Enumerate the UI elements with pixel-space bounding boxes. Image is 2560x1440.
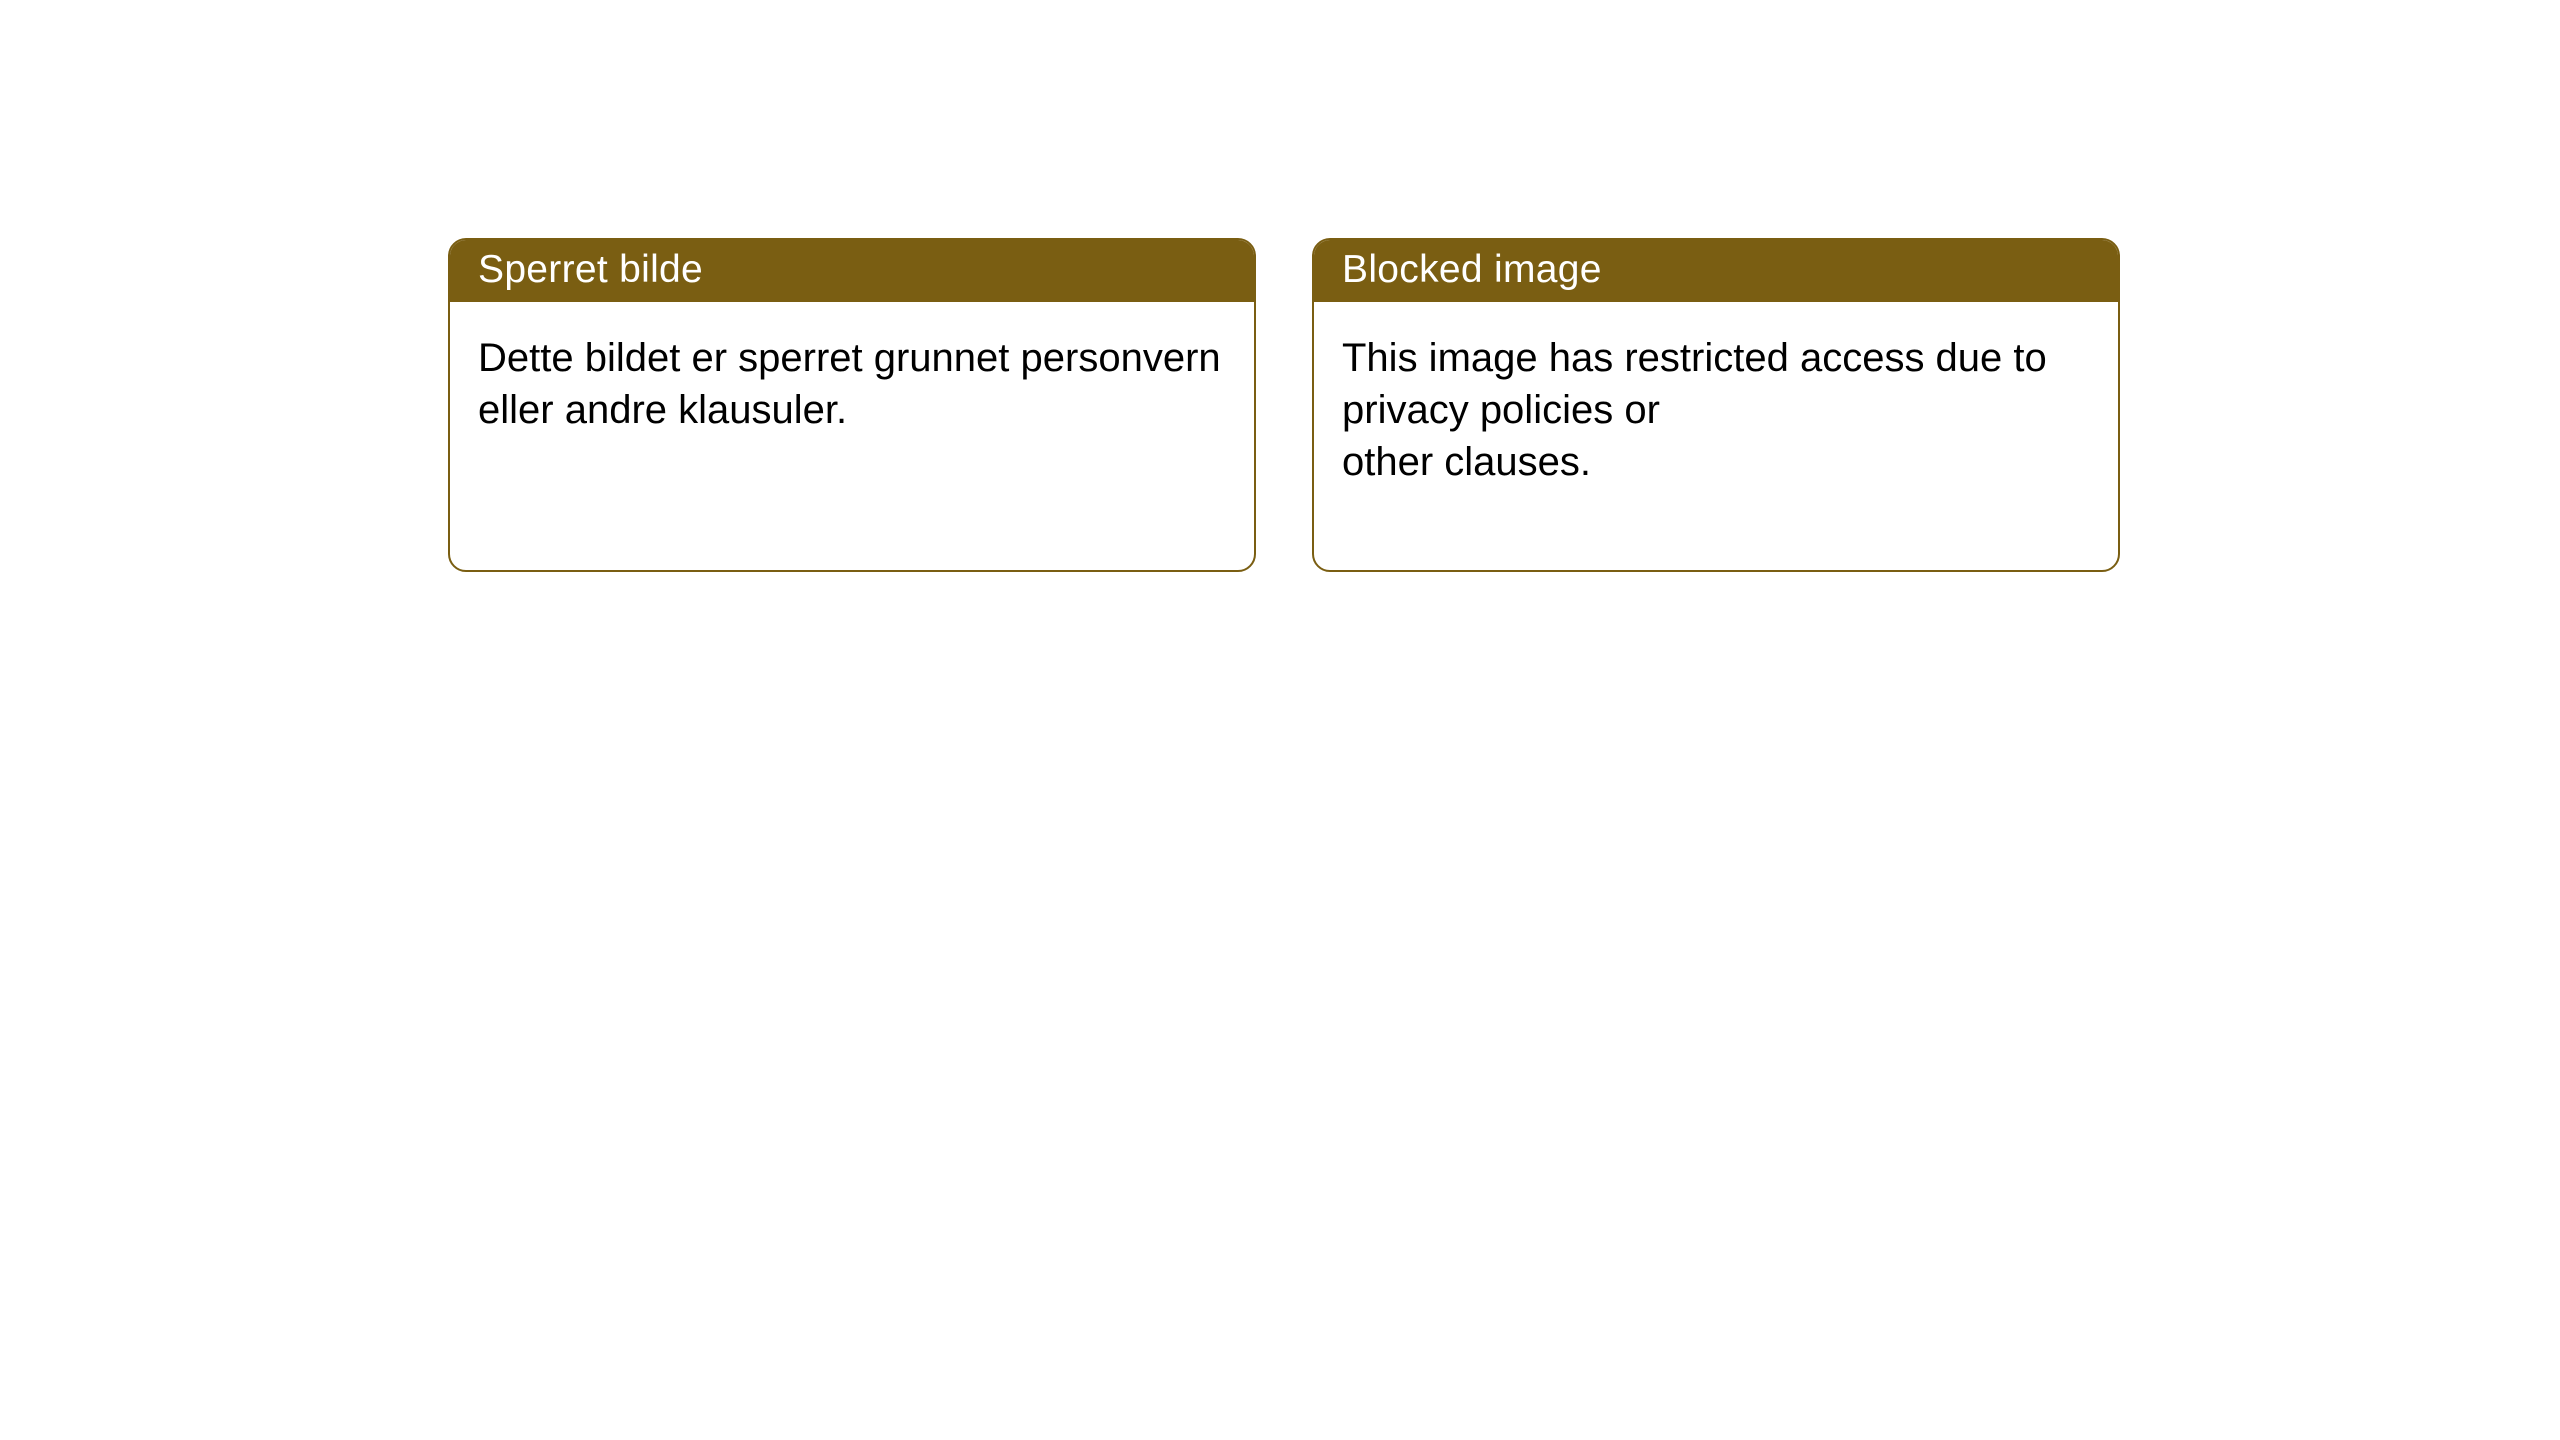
blocked-image-card-en: Blocked image This image has restricted …	[1312, 238, 2120, 572]
card-header-no: Sperret bilde	[450, 240, 1254, 302]
card-body-en: This image has restricted access due to …	[1314, 302, 2118, 512]
card-header-en: Blocked image	[1314, 240, 2118, 302]
card-body-no: Dette bildet er sperret grunnet personve…	[450, 302, 1254, 460]
blocked-image-card-no: Sperret bilde Dette bildet er sperret gr…	[448, 238, 1256, 572]
notice-container: Sperret bilde Dette bildet er sperret gr…	[0, 0, 2560, 572]
